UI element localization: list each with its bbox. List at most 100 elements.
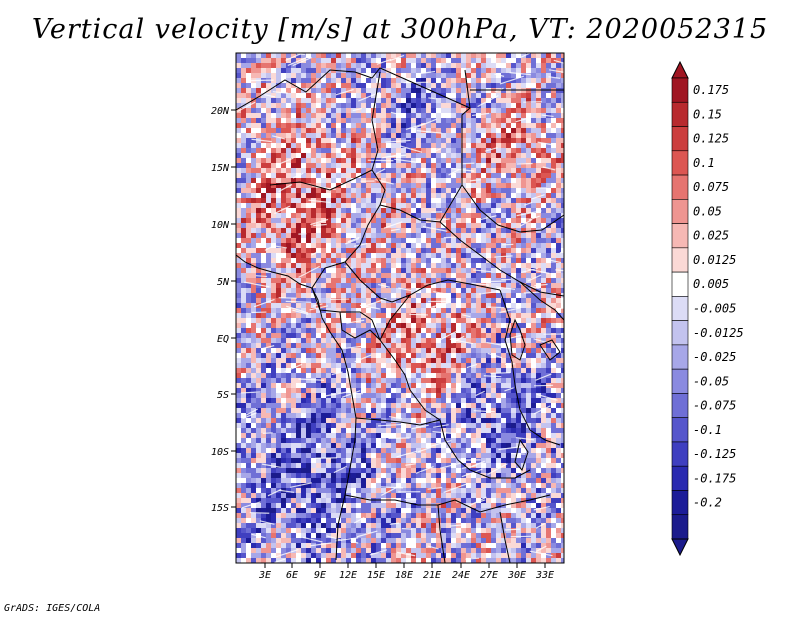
field-cell — [431, 208, 436, 213]
field-cell — [441, 138, 446, 143]
field-cell — [291, 398, 296, 403]
field-cell — [321, 323, 326, 328]
field-cell — [271, 178, 276, 183]
field-cell — [546, 348, 551, 353]
field-cell — [461, 193, 466, 198]
field-cell — [291, 198, 296, 203]
field-cell — [506, 278, 511, 283]
field-cell — [331, 283, 336, 288]
field-cell — [306, 238, 311, 243]
field-cell — [271, 98, 276, 103]
field-cell — [346, 148, 351, 153]
field-cell — [346, 208, 351, 213]
field-cell — [461, 158, 466, 163]
field-cell — [361, 383, 366, 388]
field-cell — [541, 228, 546, 233]
field-cell — [351, 173, 356, 178]
field-cell — [541, 103, 546, 108]
field-cell — [366, 288, 371, 293]
field-cell — [406, 318, 411, 323]
field-cell — [321, 78, 326, 83]
field-cell — [291, 418, 296, 423]
field-cell — [501, 203, 506, 208]
field-cell — [261, 268, 266, 273]
field-cell — [406, 268, 411, 273]
field-cell — [436, 353, 441, 358]
field-cell — [501, 378, 506, 383]
field-cell — [551, 98, 556, 103]
field-cell — [486, 143, 491, 148]
field-cell — [461, 268, 466, 273]
field-cell — [436, 298, 441, 303]
field-cell — [536, 343, 541, 348]
field-cell — [356, 298, 361, 303]
field-cell — [526, 393, 531, 398]
field-cell — [411, 393, 416, 398]
field-cell — [261, 273, 266, 278]
field-cell — [516, 263, 521, 268]
field-cell — [506, 338, 511, 343]
field-cell — [326, 113, 331, 118]
field-cell — [266, 298, 271, 303]
field-cell — [271, 148, 276, 153]
field-cell — [541, 403, 546, 408]
field-cell — [361, 278, 366, 283]
field-cell — [446, 213, 451, 218]
field-cell — [376, 93, 381, 98]
field-cell — [281, 293, 286, 298]
field-cell — [416, 103, 421, 108]
field-cell — [376, 273, 381, 278]
field-cell — [291, 68, 296, 73]
field-cell — [511, 408, 516, 413]
field-cell — [441, 88, 446, 93]
field-cell — [556, 178, 561, 183]
field-cell — [476, 343, 481, 348]
field-cell — [306, 228, 311, 233]
field-cell — [561, 368, 564, 373]
field-cell — [391, 198, 396, 203]
field-cell — [451, 103, 456, 108]
field-cell — [336, 83, 341, 88]
field-cell — [506, 373, 511, 378]
field-cell — [391, 348, 396, 353]
field-cell — [286, 293, 291, 298]
field-cell — [546, 328, 551, 333]
field-cell — [286, 303, 291, 308]
field-cell — [481, 348, 486, 353]
field-cell — [361, 373, 366, 378]
field-cell — [261, 173, 266, 178]
field-cell — [391, 143, 396, 148]
field-cell — [531, 188, 536, 193]
field-cell — [481, 418, 486, 423]
field-cell — [451, 338, 456, 343]
field-cell — [331, 338, 336, 343]
field-cell — [351, 83, 356, 88]
field-cell — [501, 288, 506, 293]
field-cell — [331, 218, 336, 223]
field-cell — [351, 73, 356, 78]
field-cell — [551, 418, 556, 423]
field-cell — [356, 343, 361, 348]
field-cell — [401, 398, 406, 403]
field-cell — [401, 288, 406, 293]
field-cell — [541, 378, 546, 383]
field-cell — [476, 303, 481, 308]
field-cell — [361, 183, 366, 188]
field-cell — [436, 358, 441, 363]
field-cell — [321, 333, 326, 338]
field-cell — [491, 383, 496, 388]
field-cell — [346, 63, 351, 68]
field-cell — [346, 333, 351, 338]
field-cell — [256, 213, 261, 218]
field-cell — [411, 253, 416, 258]
field-cell — [246, 238, 251, 243]
field-cell — [436, 203, 441, 208]
field-cell — [331, 413, 336, 418]
field-cell — [296, 63, 301, 68]
field-cell — [346, 398, 351, 403]
field-cell — [526, 123, 531, 128]
field-cell — [551, 353, 556, 358]
field-cell — [511, 68, 516, 73]
field-cell — [516, 373, 521, 378]
field-cell — [441, 168, 446, 173]
